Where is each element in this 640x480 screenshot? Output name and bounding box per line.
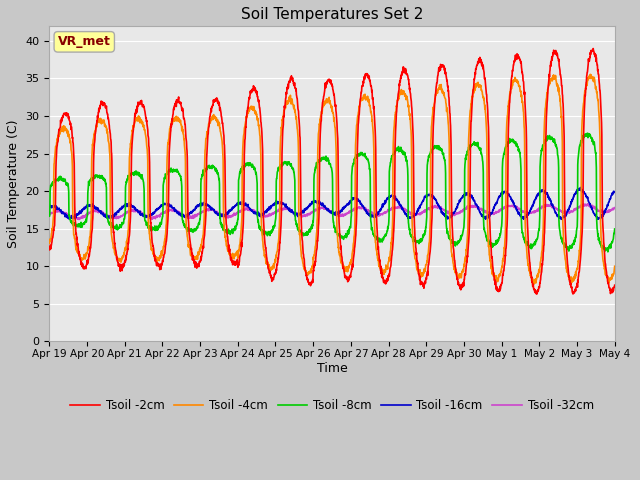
Line: Tsoil -4cm: Tsoil -4cm [49, 74, 614, 284]
Tsoil -2cm [589, 46, 597, 51]
Tsoil -32cm [151, 215, 159, 221]
Tsoil -2cm [150, 252, 158, 258]
Tsoil -2cm [45, 246, 53, 252]
X-axis label: Time: Time [317, 362, 348, 375]
Tsoil -16cm [396, 202, 404, 207]
Tsoil -4cm [150, 255, 158, 261]
Tsoil -8cm [200, 168, 207, 174]
Tsoil -32cm [200, 209, 207, 215]
Tsoil -32cm [500, 205, 508, 211]
Tsoil -16cm [150, 210, 158, 216]
Tsoil -32cm [580, 201, 588, 206]
Tsoil -16cm [45, 204, 53, 210]
Tsoil -2cm [200, 245, 207, 251]
Tsoil -4cm [45, 240, 53, 246]
Tsoil -32cm [75, 216, 83, 222]
Tsoil -16cm [200, 201, 207, 206]
Tsoil -32cm [397, 204, 404, 210]
Tsoil -16cm [611, 189, 618, 194]
Tsoil -32cm [611, 205, 618, 211]
Tsoil -8cm [150, 225, 158, 231]
Tsoil -2cm [337, 252, 345, 258]
Tsoil -8cm [586, 132, 594, 138]
Tsoil -8cm [500, 151, 508, 157]
Tsoil -8cm [45, 213, 53, 219]
Tsoil -2cm [396, 78, 404, 84]
Line: Tsoil -32cm: Tsoil -32cm [49, 204, 614, 219]
Line: Tsoil -16cm: Tsoil -16cm [49, 188, 614, 219]
Tsoil -4cm [530, 281, 538, 287]
Tsoil -8cm [337, 233, 345, 239]
Tsoil -4cm [337, 258, 345, 264]
Title: Soil Temperatures Set 2: Soil Temperatures Set 2 [241, 7, 423, 22]
Tsoil -8cm [396, 146, 404, 152]
Tsoil -16cm [586, 203, 594, 209]
Tsoil -8cm [604, 249, 612, 255]
Tsoil -2cm [586, 55, 594, 60]
Tsoil -16cm [557, 216, 565, 222]
Tsoil -16cm [577, 185, 584, 191]
Tsoil -2cm [569, 291, 577, 297]
Tsoil -4cm [611, 264, 618, 269]
Tsoil -8cm [611, 226, 618, 232]
Line: Tsoil -2cm: Tsoil -2cm [49, 48, 614, 294]
Tsoil -2cm [611, 282, 618, 288]
Tsoil -32cm [338, 212, 346, 217]
Tsoil -4cm [586, 73, 594, 79]
Tsoil -8cm [584, 130, 591, 136]
Y-axis label: Soil Temperature (C): Soil Temperature (C) [7, 120, 20, 248]
Line: Tsoil -8cm: Tsoil -8cm [49, 133, 614, 252]
Tsoil -32cm [45, 212, 53, 218]
Tsoil -32cm [586, 203, 594, 209]
Tsoil -4cm [586, 72, 594, 77]
Tsoil -16cm [337, 208, 345, 214]
Text: VR_met: VR_met [58, 36, 111, 48]
Tsoil -16cm [500, 189, 508, 195]
Legend: Tsoil -2cm, Tsoil -4cm, Tsoil -8cm, Tsoil -16cm, Tsoil -32cm: Tsoil -2cm, Tsoil -4cm, Tsoil -8cm, Tsoi… [65, 395, 598, 417]
Tsoil -4cm [396, 91, 404, 97]
Tsoil -4cm [500, 253, 508, 259]
Tsoil -2cm [500, 268, 508, 274]
Tsoil -4cm [200, 228, 207, 234]
